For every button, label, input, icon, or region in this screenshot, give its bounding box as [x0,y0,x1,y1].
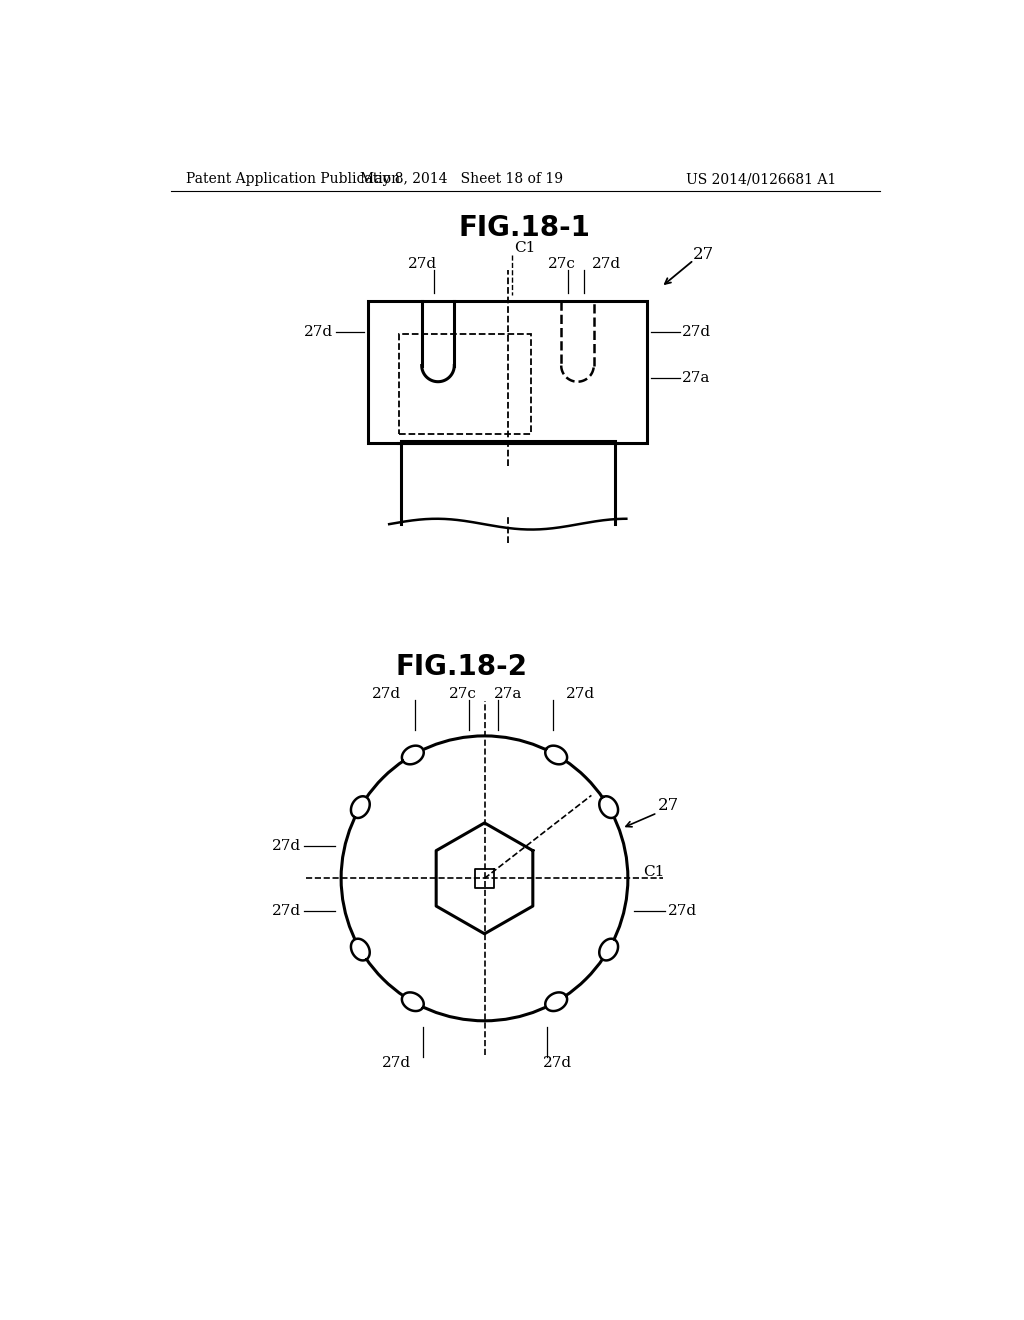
Text: C1: C1 [514,242,536,256]
Polygon shape [351,939,370,961]
Text: 27d: 27d [271,840,301,853]
Text: 27a: 27a [494,686,522,701]
Text: May 8, 2014   Sheet 18 of 19: May 8, 2014 Sheet 18 of 19 [359,172,563,186]
Bar [399,334,531,434]
Polygon shape [599,939,618,961]
Polygon shape [351,796,370,818]
Text: Patent Application Publication: Patent Application Publication [186,172,400,186]
Text: 27a: 27a [682,371,711,385]
Polygon shape [599,796,618,818]
Text: 27d: 27d [682,325,712,339]
Text: 27d: 27d [271,904,301,917]
Text: 27d: 27d [669,904,697,917]
Polygon shape [401,746,424,764]
Text: 27d: 27d [566,686,595,701]
Text: 27d: 27d [382,1056,411,1071]
Bar [369,301,647,444]
Polygon shape [401,993,424,1011]
Text: 27c: 27c [449,686,477,701]
Text: FIG.18-1: FIG.18-1 [459,214,591,242]
Polygon shape [545,746,567,764]
Polygon shape [545,993,567,1011]
Text: 27: 27 [693,246,715,263]
Text: FIG.18-2: FIG.18-2 [395,652,527,681]
Text: 27d: 27d [408,257,437,271]
Text: 27d: 27d [592,257,621,271]
Text: 27: 27 [657,797,679,813]
Text: 27c: 27c [548,257,575,271]
Text: US 2014/0126681 A1: US 2014/0126681 A1 [686,172,837,186]
Text: 27d: 27d [304,325,334,339]
Text: 27d: 27d [372,686,400,701]
Text: C1: C1 [643,865,665,879]
Text: 27d: 27d [543,1056,571,1071]
